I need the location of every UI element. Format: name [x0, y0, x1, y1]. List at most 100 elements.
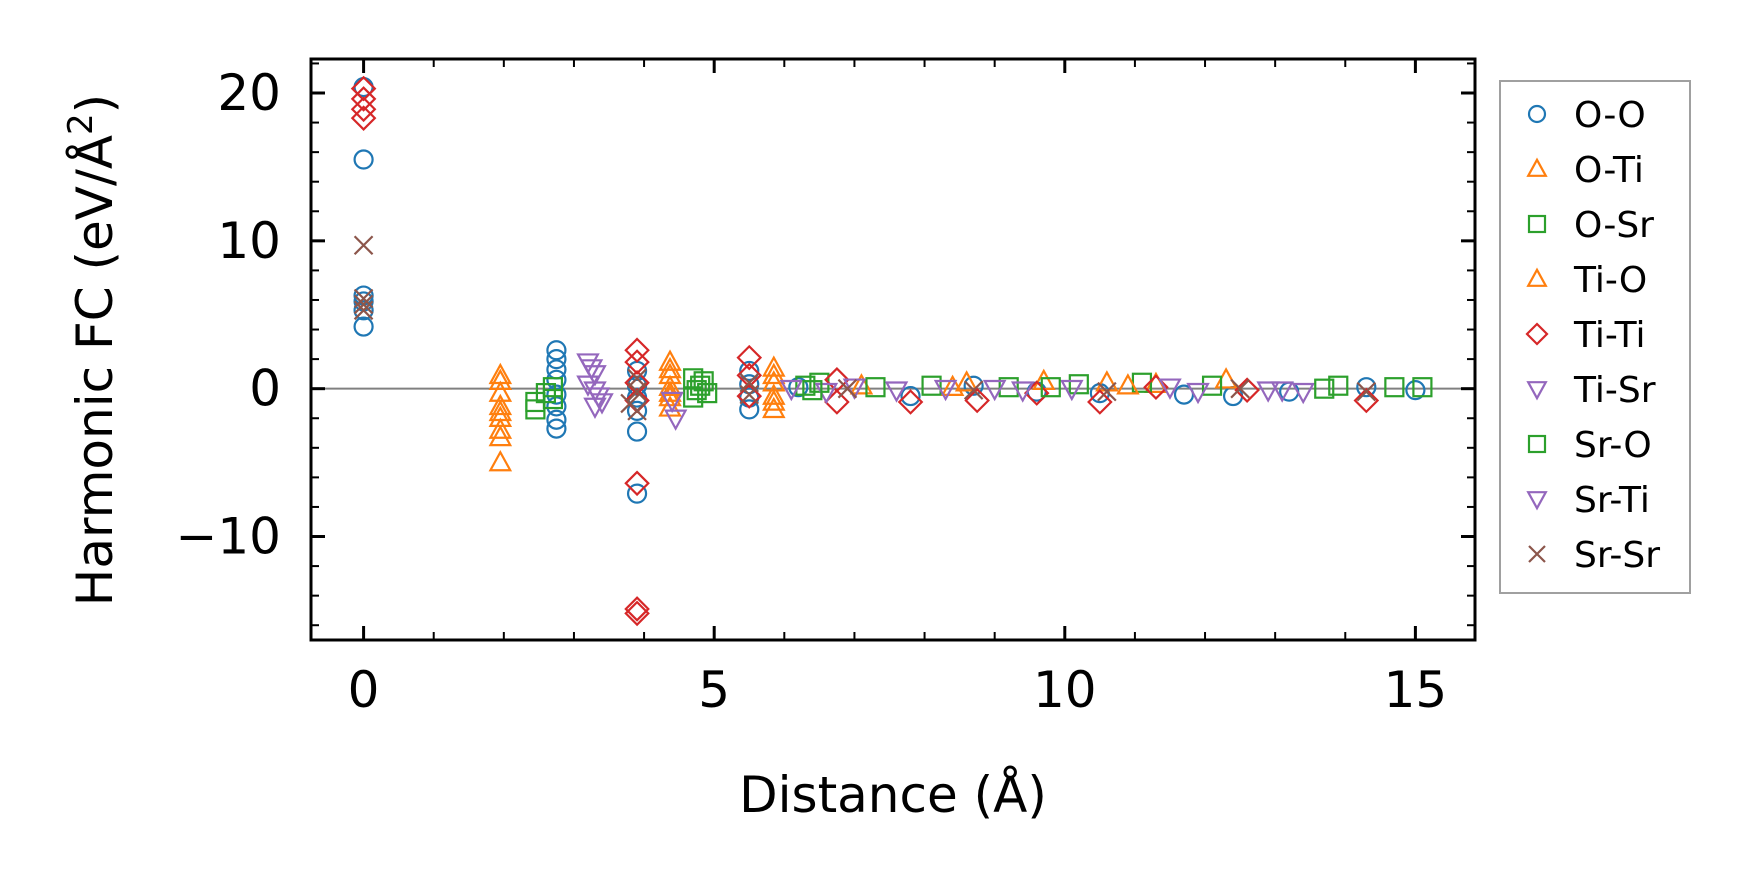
data-point-o-sr — [1201, 375, 1223, 396]
legend-marker-o-o — [1527, 104, 1547, 124]
data-point-sr-sr — [837, 378, 858, 399]
legend-label: Sr-Sr — [1574, 535, 1660, 576]
data-point-sr-ti — [590, 393, 614, 415]
data-point-o-ti — [762, 355, 786, 377]
data-point-sr-o — [1314, 378, 1335, 399]
data-point-sr-sr — [1097, 381, 1117, 402]
data-point-o-o — [353, 149, 374, 170]
data-point-sr-o — [693, 371, 714, 392]
data-point-o-o — [1405, 380, 1426, 401]
x-axis-label: Distance (Å) — [739, 766, 1047, 824]
y-axis-label-main: Harmonic FC (eV/Å — [66, 135, 124, 606]
series-o-o — [353, 76, 1426, 504]
data-point-o-ti — [658, 349, 682, 371]
data-point-sr-ti — [1270, 381, 1294, 403]
data-point-ti-ti — [624, 470, 650, 497]
data-point-sr-sr — [627, 381, 647, 402]
data-point-o-o — [739, 360, 760, 382]
data-point-o-ti — [488, 393, 513, 416]
x-tick-label: 0 — [348, 661, 380, 719]
data-point-ti-ti — [624, 369, 650, 396]
data-point-ti-ti — [1087, 389, 1113, 415]
legend-item-o-ti: O-Ti — [1526, 150, 1644, 191]
data-point-sr-sr — [353, 300, 374, 321]
series-sr-ti — [579, 359, 1294, 415]
legend-marker-sr-o — [1527, 434, 1547, 454]
data-point-o-o — [353, 300, 374, 321]
legend-marker-sr-sr — [1528, 545, 1546, 563]
data-point-ti-sr — [660, 391, 684, 414]
data-point-ti-sr — [933, 379, 958, 402]
data-point-ti-ti — [350, 96, 377, 123]
legend-label: O-O — [1574, 95, 1646, 136]
legend-item-ti-o: Ti-O — [1526, 260, 1647, 301]
data-point-ti-ti — [624, 596, 650, 622]
data-point-o-o — [963, 375, 984, 396]
data-point-sr-ti — [583, 381, 607, 403]
data-point-ti-sr — [779, 379, 804, 402]
y-axis-label: Harmonic FC (eV/Å2) — [61, 94, 124, 606]
data-point-sr-sr — [739, 384, 760, 405]
data-point-o-sr — [542, 377, 564, 398]
data-point-o-o — [1356, 377, 1377, 398]
series-o-sr — [525, 368, 1433, 413]
data-point-o-sr — [921, 375, 942, 396]
data-point-ti-ti — [350, 75, 377, 102]
data-point-o-ti — [658, 362, 682, 385]
data-point-ti-ti — [964, 387, 990, 414]
data-point-o-sr — [1384, 377, 1405, 398]
data-point-ti-sr — [884, 381, 909, 403]
y-tick-label: 20 — [217, 64, 281, 122]
data-point-ti-sr — [1010, 381, 1035, 403]
series-ti-ti — [350, 75, 1380, 627]
data-point-o-sr — [535, 383, 557, 404]
legend-item-sr-ti: Sr-Ti — [1526, 480, 1650, 521]
data-point-o-ti — [658, 374, 682, 396]
data-point-o-ti — [488, 417, 513, 439]
tick-labels: 0 5 10 15 −10 0 10 20 — [175, 64, 1447, 719]
data-point-o-sr — [795, 375, 816, 396]
data-point-ti-ti — [624, 349, 650, 375]
legend-label: O-Sr — [1574, 205, 1654, 246]
data-point-o-ti — [762, 396, 786, 419]
series-sr-sr — [353, 235, 1377, 421]
legend-label: O-Ti — [1574, 150, 1644, 191]
data-point-o-o — [546, 369, 567, 390]
data-point-o-o — [546, 409, 567, 430]
data-point-ti-o — [488, 399, 513, 422]
data-point-sr-o — [1040, 377, 1061, 398]
data-point-o-sr — [683, 368, 704, 389]
data-point-ti-o — [1116, 373, 1140, 395]
data-point-sr-sr — [1230, 378, 1250, 399]
axis-ticks — [311, 59, 1475, 640]
legend-frame — [1499, 80, 1691, 594]
legend-marker-sr-ti — [1526, 491, 1548, 511]
plot-frame — [309, 57, 1477, 642]
data-point-ti-sr — [1186, 382, 1210, 405]
data-point-ti-ti — [350, 86, 377, 112]
data-point-ti-ti — [736, 362, 763, 389]
data-point-ti-ti — [897, 389, 924, 415]
data-point-o-o — [353, 316, 374, 337]
series-ti-sr — [576, 353, 1315, 431]
data-points — [350, 75, 1433, 627]
data-point-ti-o — [762, 389, 786, 411]
legend-marker-ti-ti — [1525, 322, 1549, 346]
data-point-sr-sr — [353, 294, 374, 315]
legend-marker-ti-sr — [1526, 381, 1548, 401]
series-sr-o — [525, 371, 1335, 420]
data-point-o-o — [739, 399, 760, 420]
data-point-ti-sr — [576, 375, 600, 397]
data-point-sr-sr — [1356, 381, 1377, 402]
data-point-o-o — [546, 349, 567, 370]
legend-item-sr-o: Sr-O — [1527, 425, 1652, 466]
data-point-ti-ti — [736, 383, 763, 409]
x-tick-label: 5 — [698, 661, 730, 719]
data-point-ti-sr — [1256, 381, 1280, 403]
data-point-o-o — [546, 396, 567, 417]
data-point-ti-o — [658, 356, 682, 379]
legend-marker-ti-o — [1526, 267, 1548, 287]
data-point-sr-ti — [982, 379, 1007, 402]
y-tick-label: 10 — [217, 212, 281, 270]
